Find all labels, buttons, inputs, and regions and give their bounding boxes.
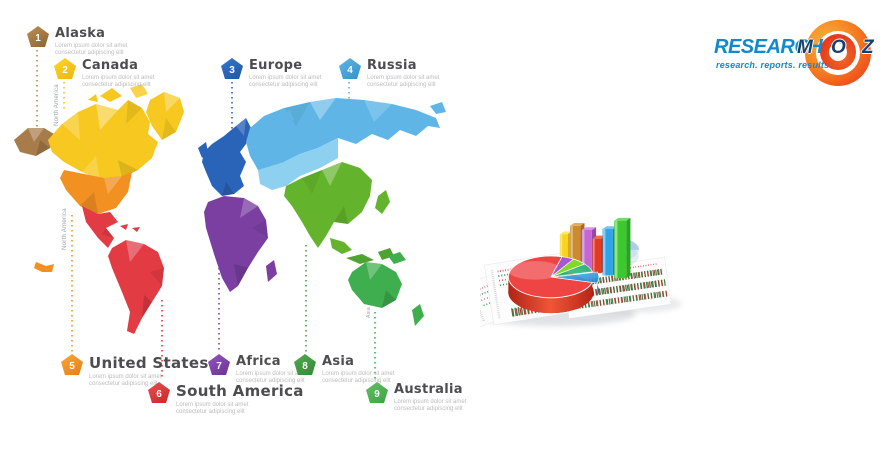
region-australia <box>348 252 424 326</box>
badge-number: 9 <box>374 388 380 400</box>
badge-5: 5 <box>61 354 83 375</box>
subtitle-line-1: Lorem ipsum dolor sit amet <box>249 75 322 81</box>
map-label-canada: 2 Canada Lorem ipsum dolor sit amet conse… <box>54 58 202 89</box>
logo-letter-z: Z <box>862 37 874 58</box>
region-subtitle: Lorem ipsum dolor sit amet consectetur ad… <box>89 374 209 388</box>
bar-chart-3d <box>559 217 631 279</box>
subtitle-line-2: consectetur adipiscing elit <box>89 381 158 387</box>
region-subtitle: Lorem ipsum dolor sit amet consectetur ad… <box>55 43 175 57</box>
region-alaska <box>14 128 54 156</box>
badge-9: 9 <box>366 382 388 403</box>
badge-number: 5 <box>69 360 75 372</box>
badge-number: 4 <box>347 64 353 76</box>
pie-slice-teal <box>550 263 594 278</box>
region-title-canada: Canada <box>82 58 139 73</box>
region-canada <box>48 84 184 180</box>
region-title-asia: Asia <box>322 354 355 369</box>
chart-illustration <box>480 217 682 328</box>
subtitle-line-2: consectetur adipiscing elit <box>176 409 245 415</box>
region-title-australia: Australia <box>394 382 463 397</box>
subtitle-line-1: Lorem ipsum dolor sit amet <box>236 371 309 377</box>
subtitle-line-1: Lorem ipsum dolor sit amet <box>89 374 162 380</box>
logo-letter-m: M <box>797 37 813 58</box>
world-map <box>14 50 446 380</box>
badge-6: 6 <box>148 382 170 403</box>
subtitle-line-1: Lorem ipsum dolor sit amet <box>394 399 467 405</box>
pie-slice-blue <box>552 271 600 284</box>
subtitle-line-2: consectetur adipiscing elit <box>249 82 318 88</box>
region-africa <box>204 196 277 292</box>
map-label-alaska: 1 Alaska Lorem ipsum dolor sit amet conse… <box>27 26 175 57</box>
map-label-asia: 8 Asia Lorem ipsum dolor sit amet consect… <box>294 354 442 385</box>
region-subtitle: Lorem ipsum dolor sit amet consectetur ad… <box>176 402 296 416</box>
badge-8: 8 <box>294 354 316 375</box>
region-subtitle: Lorem ipsum dolor sit amet consectetur ad… <box>394 399 514 413</box>
badge-2: 2 <box>54 58 76 79</box>
region-title-europe: Europe <box>249 58 303 73</box>
map-label-europe: 3 Europe Lorem ipsum dolor sit amet conse… <box>221 58 369 89</box>
region-asia <box>284 162 394 264</box>
map-label-russia: 4 Russia Lorem ipsum dolor sit amet conse… <box>339 58 487 89</box>
region-russia <box>246 98 446 190</box>
subtitle-line-2: consectetur adipiscing elit <box>236 378 305 384</box>
region-subtitle: Lorem ipsum dolor sit amet consectetur ad… <box>82 75 202 89</box>
vertical-label-north-america-2: North America <box>62 208 68 250</box>
subtitle-line-1: Lorem ipsum dolor sit amet <box>82 75 155 81</box>
badge-number: 1 <box>35 32 41 44</box>
logo-ring-white <box>816 31 860 75</box>
logo-letter-o: O <box>831 37 846 58</box>
vertical-label-asia: Asia <box>366 307 372 318</box>
badge-7: 7 <box>208 354 230 375</box>
subtitle-line-1: Lorem ipsum dolor sit amet <box>55 43 128 49</box>
logo-ring-core <box>829 43 847 61</box>
subtitle-line-2: consectetur adipiscing elit <box>322 378 391 384</box>
subtitle-line-1: Lorem ipsum dolor sit amet <box>322 371 395 377</box>
badge-4: 4 <box>339 58 361 79</box>
map-label-australia: 9 Australia Lorem ipsum dolor sit amet co… <box>366 382 514 413</box>
region-title-united-states: United States <box>89 354 209 372</box>
region-subtitle: Lorem ipsum dolor sit amet consectetur ad… <box>367 75 487 89</box>
badge-number: 6 <box>156 388 162 400</box>
subtitle-line-2: consectetur adipiscing elit <box>394 406 463 412</box>
pie-chart-3d <box>507 255 600 314</box>
badge-number: 2 <box>62 64 68 76</box>
region-title-africa: Africa <box>236 354 281 369</box>
bar-green <box>614 217 631 279</box>
region-title-south-america: South America <box>176 382 304 400</box>
subtitle-line-1: Lorem ipsum dolor sit amet <box>176 402 249 408</box>
region-europe <box>198 118 252 196</box>
badge-number: 3 <box>229 64 235 76</box>
subtitle-line-2: consectetur adipiscing elit <box>82 82 151 88</box>
logo-tagline: research. reports. results <box>716 60 830 70</box>
badge-3: 3 <box>221 58 243 79</box>
region-central-america <box>82 206 140 248</box>
badge-number: 7 <box>216 360 222 372</box>
badge-1: 1 <box>27 26 49 47</box>
region-subtitle: Lorem ipsum dolor sit amet consectetur ad… <box>236 371 356 385</box>
subtitle-line-2: consectetur adipiscing elit <box>55 50 124 56</box>
vertical-label-north-america-1: North America <box>54 84 60 126</box>
badge-number: 8 <box>302 360 308 372</box>
logo-ring-red <box>820 34 856 70</box>
region-united-states <box>34 170 132 272</box>
map-label-south-america: 6 South America Lorem ipsum dolor sit am… <box>148 382 304 416</box>
region-subtitle: Lorem ipsum dolor sit amet consectetur ad… <box>322 371 442 385</box>
logo-ring-icon <box>805 20 871 86</box>
map-label-africa: 7 Africa Lorem ipsum dolor sit amet conse… <box>208 354 356 385</box>
subtitle-line-1: Lorem ipsum dolor sit amet <box>367 75 440 81</box>
subtitle-line-2: consectetur adipiscing elit <box>367 82 436 88</box>
map-label-united-states: 5 United States Lorem ipsum dolor sit am… <box>61 354 209 388</box>
region-south-america <box>108 240 164 334</box>
researchmoz-logo: RESEARCH M O Z research. reports. result… <box>700 14 892 102</box>
region-title-russia: Russia <box>367 58 417 73</box>
region-subtitle: Lorem ipsum dolor sit amet consectetur ad… <box>249 75 369 89</box>
logo-text-research: RESEARCH <box>714 36 823 58</box>
region-title-alaska: Alaska <box>55 26 106 41</box>
